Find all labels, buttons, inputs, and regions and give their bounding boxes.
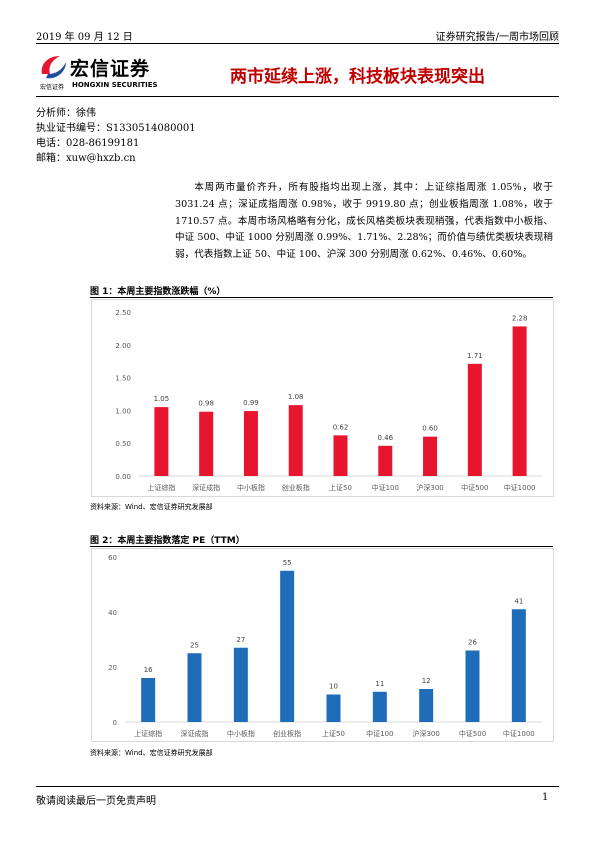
chart-1-category-label: 创业板指 [282, 483, 310, 492]
chart-1-category-label: 上证综指 [147, 483, 175, 492]
chart-1-value-label: 0.60 [422, 425, 438, 433]
chart-1-bar [288, 405, 303, 476]
company-logo: 宏信证券 宏信证券 HONGXIN SECURITIES [38, 52, 163, 94]
chart-2-category-label: 创业板指 [273, 729, 301, 738]
figure-2-rule [90, 546, 553, 547]
chart-2-category-label: 中证1000 [503, 729, 535, 738]
chart-2-bar [233, 647, 248, 722]
chart-1-bar [154, 407, 169, 476]
figure-2-title: 图 2：本周主要指数落定 PE（TTM） [90, 536, 245, 546]
chart-2-bar [465, 650, 480, 722]
figure-1-rule [90, 297, 553, 298]
chart-2-bar [511, 609, 526, 722]
chart-1-ytick: 0.50 [115, 440, 131, 448]
chart-1-bar [378, 445, 393, 476]
chart-1-category-label: 中证100 [372, 483, 399, 492]
chart-1-category-label: 中证500 [461, 483, 488, 492]
chart-2-category-label: 上证综指 [134, 729, 162, 738]
chart-1-category-label: 中证1000 [504, 483, 536, 492]
chart-2-category-label: 中证100 [366, 729, 393, 738]
chart-1-ytick: 1.00 [115, 407, 131, 415]
summary-paragraph: 本周两市量价齐升，所有股指均出现上涨，其中：上证综指周涨 1.05%，收于 30… [175, 182, 553, 261]
chart-2-ytick: 40 [108, 609, 117, 617]
logo-emblem-icon [41, 56, 66, 79]
analyst-info: 分析师：徐伟 执业证书编号：S1330514080001 电话：028-8619… [36, 106, 196, 166]
report-type: 证券研究报告/一周市场回顾 [435, 32, 559, 43]
figure-1-chart: 0.00 0.50 1.00 1.50 2.00 2.50 1.05 上证综指 0.98 深证成指… [91, 299, 554, 497]
chart-2-ytick: 60 [108, 554, 117, 562]
chart-1-value-label: 0.62 [333, 423, 349, 431]
chart-1-value-label: 1.08 [288, 393, 304, 401]
chart-2-value-label: 55 [283, 559, 292, 567]
header-divider [36, 43, 559, 44]
report-title: 两市延续上涨，科技板块表现突出 [230, 67, 485, 87]
footer-divider [36, 786, 559, 787]
chart-2-bar [280, 570, 295, 722]
chart-2-bar [187, 653, 202, 722]
page-number: 1 [542, 792, 549, 803]
chart-2-category-label: 中小板指 [227, 729, 255, 738]
chart-1-bar [333, 435, 348, 476]
chart-2-bar [141, 678, 156, 722]
chart-2-value-label: 41 [514, 597, 523, 605]
chart-1-category-label: 沪深300 [416, 483, 443, 492]
chart-1-value-label: 0.98 [198, 400, 214, 408]
chart-2-category-label: 沪深300 [412, 729, 439, 738]
footer-disclaimer: 敬请阅读最后一页免责声明 [36, 796, 156, 807]
chart-2-bar [419, 689, 434, 722]
title-divider [36, 96, 559, 97]
chart-2-value-label: 10 [329, 683, 338, 691]
chart-2-bar [372, 691, 387, 722]
logo-name-en: HONGXIN SECURITIES [72, 81, 158, 89]
chart-1-bar [423, 436, 438, 476]
chart-2-ytick: 0 [113, 719, 117, 727]
analyst-phone: 电话：028-86199181 [36, 138, 140, 149]
figure-1-source: 资料来源：Wind、宏信证券研究发展部 [90, 503, 213, 511]
chart-2-value-label: 27 [236, 636, 245, 644]
chart-1-bar [199, 411, 214, 476]
chart-2-value-label: 25 [190, 641, 199, 649]
logo-small-cn: 宏信证券 [40, 84, 65, 91]
analyst-name: 分析师：徐伟 [36, 108, 96, 119]
report-date: 2019 年 09 月 12 日 [36, 32, 133, 43]
chart-1-svg: 0.00 0.50 1.00 1.50 2.00 2.50 1.05 上证综指 0.98 深证成指… [115, 309, 542, 492]
chart-2-ytick: 20 [108, 664, 117, 672]
chart-2-bar [326, 694, 341, 722]
chart-1-bar [243, 411, 258, 476]
chart-1-ytick: 0.00 [115, 473, 131, 481]
chart-2-category-label: 上证50 [322, 729, 345, 738]
chart-2-category-label: 深证成指 [181, 729, 209, 738]
chart-2-value-label: 16 [144, 666, 153, 674]
figure-1-title: 图 1：本周主要指数涨跌幅（%） [90, 287, 226, 297]
chart-1-category-label: 中小板指 [237, 483, 265, 492]
analyst-license: 执业证书编号：S1330514080001 [36, 123, 196, 134]
chart-1-value-label: 1.71 [467, 352, 483, 360]
logo-name-cn: 宏信证券 [70, 58, 151, 80]
chart-1-value-label: 0.46 [377, 434, 393, 442]
chart-1-bar [467, 363, 482, 476]
chart-1-value-label: 2.28 [512, 314, 528, 322]
chart-1-bar [512, 326, 527, 476]
chart-2-value-label: 12 [422, 677, 431, 685]
chart-1-ytick: 2.00 [115, 342, 131, 350]
chart-2-category-label: 中证500 [459, 729, 486, 738]
figure-2-chart: 0 20 40 60 16 上证综指 25 深证成指 27 中小板指 55 创业板指 10 上证50 11 中… [91, 548, 554, 742]
chart-1-value-label: 1.05 [154, 395, 170, 403]
analyst-email: 邮箱：xuw@hxzb.cn [36, 153, 136, 164]
chart-1-ytick: 1.50 [115, 375, 131, 383]
chart-2-value-label: 26 [468, 639, 477, 647]
figure-2-source: 资料来源：Wind、宏信证券研究发展部 [90, 749, 213, 757]
chart-1-category-label: 深证成指 [192, 483, 220, 492]
chart-2-value-label: 11 [375, 680, 384, 688]
chart-1-value-label: 0.99 [243, 399, 259, 407]
chart-2-svg: 0 20 40 60 16 上证综指 25 深证成指 27 中小板指 55 创业板指 10 上证50 11 中… [108, 554, 542, 738]
chart-1-category-label: 上证50 [329, 483, 352, 492]
chart-1-ytick: 2.50 [115, 309, 131, 317]
